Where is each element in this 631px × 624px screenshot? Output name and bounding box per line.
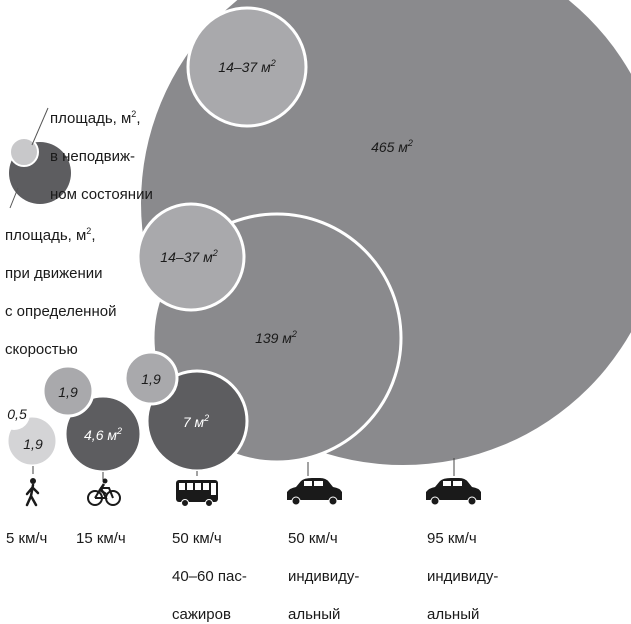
- legend-static-leader: [31, 107, 49, 146]
- label-ped-moving: 1,9: [23, 436, 43, 452]
- legend-moving-text: площадь, м2, при движении с определенной…: [5, 226, 117, 358]
- speed-label-car50: 50 км/ч индивиду- альный: [288, 530, 360, 623]
- area-comparison-diagram: 14–37 м2 465 м2 14–37 м2 139 м2 1,9 7 м2…: [0, 0, 631, 507]
- label-car95-moving: 465 м2: [371, 138, 413, 155]
- car-icon: [287, 478, 342, 506]
- legend-static-circle: [9, 137, 39, 167]
- car-icon: [426, 478, 481, 506]
- label-car95-static: 14–37 м2: [218, 58, 275, 75]
- legend-moving-leader: [9, 187, 19, 209]
- circle-car50-static: [136, 202, 246, 312]
- speed-label-bicycle: 15 км/ч: [76, 530, 126, 547]
- circle-bus-static: [123, 350, 179, 406]
- label-bus-static: 1,9: [141, 371, 161, 387]
- speed-label-bus: 50 км/ч 40–60 пас- сажиров: [172, 530, 247, 623]
- circle-car95-static: [186, 6, 308, 128]
- circle-ped-static: [0, 398, 30, 430]
- circle-bike-static: [41, 364, 95, 418]
- label-car50-static: 14–37 м2: [160, 248, 217, 265]
- label-bike-static: 1,9: [58, 384, 78, 400]
- speed-label-car95: 95 км/ч индивиду- альный: [427, 530, 499, 623]
- label-car50-moving: 139 м2: [255, 329, 297, 346]
- label-ped-static: 0,5: [7, 406, 27, 422]
- label-bus-moving: 7 м2: [183, 413, 209, 430]
- speed-label-pedestrian: 5 км/ч: [6, 530, 48, 547]
- label-bike-moving: 4,6 м2: [84, 426, 122, 443]
- legend-static-text: площадь, м2, в неподвиж- ном состоянии: [50, 109, 153, 203]
- pedestrian-icon: [25, 478, 40, 507]
- bus-icon: [176, 480, 218, 507]
- bicycle-icon: [87, 478, 121, 506]
